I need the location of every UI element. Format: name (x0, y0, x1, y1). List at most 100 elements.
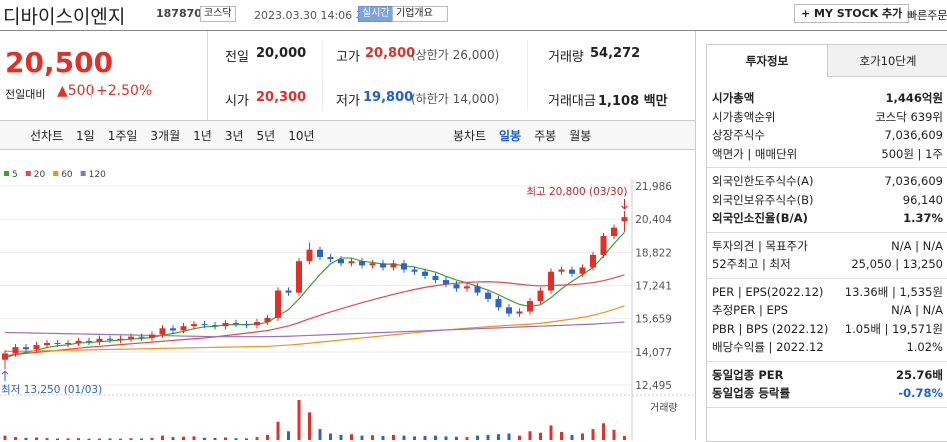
volume-bar (150, 437, 154, 440)
volume-bar (381, 436, 385, 440)
y-tick-label: 17,241 (635, 280, 672, 292)
candle-body (285, 290, 292, 293)
candle-body (611, 227, 617, 237)
volume-bar (318, 429, 322, 440)
info-value: 25.76배 (896, 367, 943, 382)
volume-bar (339, 434, 343, 440)
info-group: 투자의견 | 목표주가 N/A | N/A 52주최고 | 최저 25,050 | 1… (707, 233, 947, 279)
info-row: PER | EPS(2022.12) 13.36배 | 1,535원 (707, 283, 947, 302)
volume-bar (623, 436, 626, 440)
candle-tab[interactable]: 주봉 (534, 129, 557, 143)
candle-tab[interactable]: 일봉 (499, 129, 522, 143)
volume-label: 거래량 (650, 402, 678, 414)
period-tab[interactable]: 3개월 (150, 129, 181, 143)
legend-label: 20 (34, 170, 46, 180)
legend-label: 120 (89, 170, 106, 180)
candle-body (54, 342, 61, 345)
info-value: -0.78% (898, 386, 943, 400)
realtime-button[interactable]: 실시간 (358, 6, 394, 22)
info-row: 시가총액순위 코스닥 639위 (707, 108, 947, 127)
volume-bar (413, 436, 416, 440)
candle-body (96, 338, 103, 342)
volume-bar (465, 437, 469, 440)
y-tick-label: 21,986 (635, 181, 672, 193)
volume-bar (297, 400, 301, 440)
info-tab[interactable]: 투자정보 (745, 54, 789, 68)
period-tab[interactable]: 3년 (224, 129, 244, 143)
candle-body (327, 256, 334, 260)
y-tick-label: 18,822 (635, 247, 672, 259)
ma-line (4, 274, 625, 357)
candle-body (33, 345, 40, 350)
separator: | (89, 83, 94, 99)
y-tick-label: 12,495 (635, 380, 672, 392)
candle-body (65, 342, 71, 345)
volume-bar (476, 435, 479, 440)
min-arrow (1, 370, 9, 382)
divider (322, 40, 323, 110)
candle-tab[interactable]: 월봉 (569, 129, 592, 143)
volume-bar (591, 429, 595, 440)
info-value: 코스닥 639위 (875, 109, 943, 124)
period-tab[interactable]: 1일 (76, 129, 95, 143)
candle-body (600, 236, 607, 255)
candle-body (201, 324, 208, 326)
info-label: 동일업종 등락률 (712, 386, 791, 400)
volume-bar (507, 433, 511, 440)
info-row: 시가총액 1,446억원 (707, 89, 947, 108)
max-arrow (621, 198, 628, 210)
period-tab[interactable]: 10년 (288, 129, 315, 143)
info-row: 추정PER | EPS N/A | N/A (707, 301, 947, 320)
volume-bar (182, 436, 185, 440)
info-row: 동일업종 PER 25.76배 (707, 366, 947, 385)
candle-body (2, 353, 8, 360)
info-tab[interactable]: 호가10단계 (827, 45, 947, 77)
period-tab[interactable]: 1주일 (107, 129, 138, 143)
info-label: 외국인소진율(B/A) (712, 211, 808, 225)
info-value: N/A | N/A (891, 303, 943, 317)
divider (695, 31, 696, 440)
volume-bar (497, 434, 500, 440)
stat-value: 20,000 (256, 46, 307, 61)
quick-order[interactable]: 빠른주문 (907, 9, 947, 22)
volume-bar (56, 438, 59, 440)
stat-note: (상한가 26,000) (411, 48, 500, 62)
volume-bar (360, 435, 364, 440)
volume-bar (119, 438, 122, 440)
volume-bar (434, 435, 437, 440)
volume-bar (528, 431, 532, 440)
ma-line (5, 305, 625, 352)
period-tab[interactable]: 1년 (193, 129, 212, 143)
info-label: 투자의견 | 목표주가 (712, 238, 808, 253)
volume-bar (612, 429, 616, 440)
divider (0, 30, 947, 31)
candle-body (579, 267, 586, 274)
candle-body (527, 301, 533, 312)
company-dropdown[interactable]: 기업개요 (392, 6, 448, 22)
chart: 5 20 60 120 21,986 20,404 18,822 17,241 15,659 14… (0, 170, 695, 440)
info-row: PBR | BPS (2022.12) 1.05배 | 19,571원 (707, 320, 947, 339)
candle-body (23, 347, 29, 350)
legend-label: 5 (12, 170, 18, 180)
volume-bar (570, 434, 574, 440)
info-label: PBR | BPS (2022.12) (712, 321, 829, 336)
info-row: 52주최고 | 최저 25,050 | 13,250 (707, 255, 947, 274)
volume-bar (444, 436, 448, 440)
volume-bar (98, 438, 101, 440)
candle-body (558, 269, 565, 272)
info-row: 동일업종 등락률 -0.78% (707, 384, 947, 403)
candle-body (149, 334, 155, 338)
change-rate: +2.50% (96, 83, 153, 99)
volume-bar (308, 412, 311, 440)
candle-body (75, 340, 82, 343)
info-label: 상장주식수 (712, 128, 765, 142)
candle-body (453, 284, 460, 289)
period-tab[interactable]: 5년 (256, 129, 276, 143)
volume-bar (24, 437, 28, 440)
stat-label: 시가 (225, 94, 249, 109)
period-tabs: 1일 1주일 3개월 1년 3년 5년 10년 (76, 127, 315, 144)
change: ▲500 (57, 83, 95, 99)
candle-body (264, 317, 271, 322)
volume-bar (171, 437, 175, 440)
mystock-button[interactable]: + MY STOCK 추가 (794, 4, 910, 23)
